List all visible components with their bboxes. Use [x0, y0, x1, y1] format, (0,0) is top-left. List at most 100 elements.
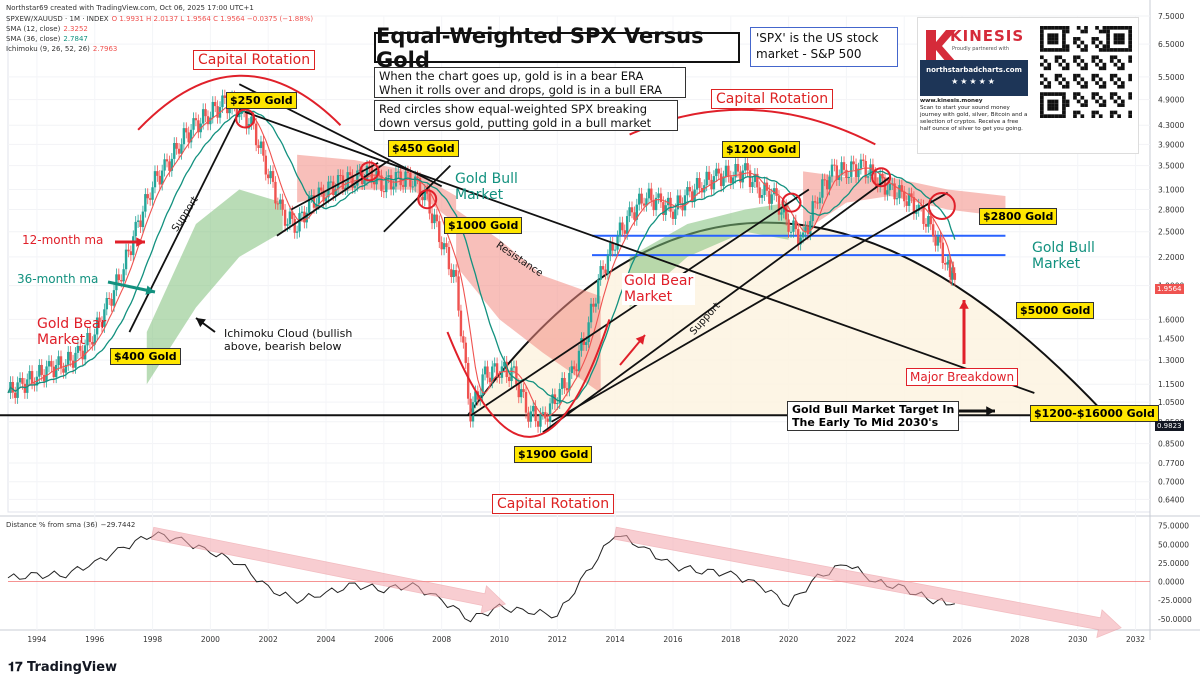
label-1000-gold: $1000 Gold [444, 217, 523, 234]
candle-body [633, 212, 636, 220]
qr-cell [1073, 59, 1077, 63]
indicator-legend[interactable]: Distance % from sma (36) −29.7442 [6, 520, 135, 530]
candle-body [934, 236, 937, 246]
candle-body [806, 227, 810, 235]
ad-website-banner[interactable]: northstarbadcharts.com ★★★★★ [920, 60, 1028, 96]
qr-cell [1065, 29, 1070, 34]
candle-body [95, 317, 99, 335]
candle-body [206, 116, 210, 125]
candle-body [669, 197, 672, 212]
tradingview-logo[interactable]: 𝟏𝟕 TradingView [8, 660, 117, 675]
candle-body [691, 191, 694, 202]
candle-body [209, 117, 212, 125]
candle-body [866, 176, 870, 178]
qr-cell [1043, 26, 1048, 30]
qr-cell [1047, 81, 1052, 85]
qr-cell [1095, 37, 1099, 41]
ad-body: Scan to start your sound money journey w… [920, 105, 1028, 132]
price-tick-label-4: 4.3000 [1158, 121, 1184, 130]
qr-cell [1095, 44, 1099, 49]
qr-cell [1080, 77, 1085, 82]
candle-body [117, 274, 121, 281]
candle-body [845, 169, 848, 179]
qr-cell [1040, 81, 1044, 85]
candle-body [821, 179, 824, 198]
qr-cell [1047, 114, 1052, 118]
price-tick-label-14: 1.3000 [1158, 356, 1184, 365]
qr-cell [1058, 73, 1063, 78]
symbol-label: SPXEW/XAUUSD · 1M · INDEX [6, 15, 109, 23]
candle-body [871, 164, 875, 174]
candle-body [739, 171, 742, 183]
candle-body [156, 171, 159, 176]
qr-cell [1047, 62, 1052, 67]
breakdown-circle-0 [235, 108, 256, 129]
candle-body [310, 195, 313, 197]
qr-cell [1113, 99, 1118, 104]
candle-body [201, 109, 205, 124]
candle-body [315, 203, 318, 208]
candle-body [507, 377, 511, 382]
candle-body [283, 209, 287, 226]
ichimoku-legend[interactable]: Ichimoku (9, 26, 52, 26) 2.7963 [6, 44, 117, 54]
candle-body [823, 179, 826, 181]
gold-bear-market-left-line2: Market [37, 332, 86, 348]
time-tick-label-3: 2000 [201, 635, 220, 644]
candle-body [544, 412, 547, 419]
candle-body [517, 384, 520, 398]
candle-body [132, 236, 135, 256]
capital-rotation-label-1: Capital Rotation [193, 50, 316, 70]
qr-cell [1065, 84, 1070, 89]
ma12-arrow-head [136, 237, 145, 247]
candle-body [833, 164, 836, 166]
qr-cell [1047, 40, 1052, 45]
time-tick-label-2: 1998 [143, 635, 162, 644]
sma12-legend[interactable]: SMA (12, close) 2.3252 [6, 24, 88, 34]
candle-body [915, 210, 918, 214]
kinesis-ad[interactable]: KINESIS Proudly partnered with northstar… [917, 17, 1139, 154]
candle-body [491, 366, 494, 383]
candle-body [276, 203, 280, 205]
ad-text: www.kinesis.money Scan to start your soun… [920, 98, 1030, 133]
candle-body [717, 168, 720, 174]
candle-body [409, 172, 412, 187]
capital-rotation-label-3: Capital Rotation [492, 494, 615, 514]
qr-cell [1073, 77, 1077, 82]
candle-body [857, 168, 860, 178]
candle-body [144, 194, 147, 212]
candle-body [38, 364, 41, 377]
candle-body [192, 118, 195, 130]
gold-bear-market-mid: Gold Bear Market [622, 273, 696, 305]
candle-body [905, 201, 908, 206]
indicator-tick-label-3: 0.0000 [1158, 578, 1184, 587]
candle-body [141, 211, 145, 228]
candle-body [204, 109, 207, 117]
candle-body [421, 197, 424, 201]
time-tick-label-0: 1994 [27, 635, 46, 644]
candle-body [838, 175, 841, 180]
qr-cell [1040, 40, 1044, 45]
qr-cell [1051, 99, 1055, 104]
qr-cell [1117, 48, 1121, 52]
candle-body [601, 266, 605, 270]
candle-body [953, 273, 957, 280]
qr-cell [1058, 92, 1063, 96]
qr-code-icon[interactable] [1040, 26, 1132, 118]
sma36-legend[interactable]: SMA (36, close) 2.7847 [6, 34, 88, 44]
candle-body [719, 173, 723, 187]
candle-body [216, 106, 219, 118]
qr-cell [1098, 40, 1103, 45]
candle-body [416, 176, 419, 179]
qr-cell [1040, 110, 1044, 115]
candle-body [676, 195, 679, 210]
qr-cell [1109, 114, 1114, 118]
qr-cell [1117, 66, 1121, 71]
candle-body [515, 366, 518, 385]
qr-cell [1062, 84, 1066, 89]
qr-cell [1080, 95, 1085, 100]
candle-body [534, 405, 537, 422]
qr-cell [1080, 48, 1085, 52]
qr-cell [1084, 66, 1088, 71]
gold-bull-market-right-line1: Gold Bull [1032, 240, 1095, 256]
candle-body [81, 350, 84, 360]
